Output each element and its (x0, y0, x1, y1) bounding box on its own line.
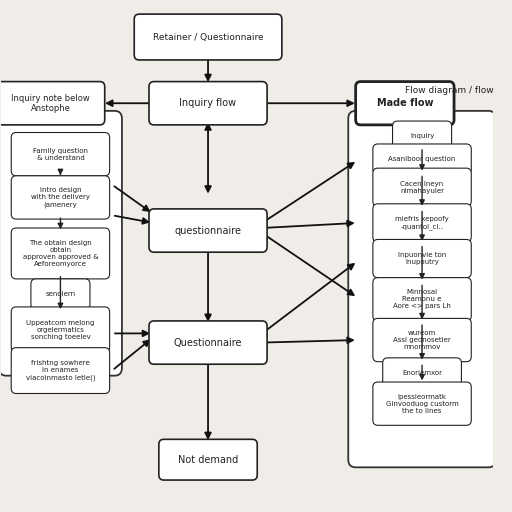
Text: Inquiry flow: Inquiry flow (180, 98, 237, 108)
Text: Retainer / Questionnaire: Retainer / Questionnaire (153, 33, 263, 41)
FancyBboxPatch shape (393, 121, 452, 152)
FancyBboxPatch shape (373, 382, 471, 425)
Text: Made flow: Made flow (377, 98, 433, 108)
Text: Intro design
with the delivery
(amenery: Intro design with the delivery (amenery (31, 187, 90, 208)
FancyBboxPatch shape (11, 133, 110, 176)
FancyBboxPatch shape (11, 228, 110, 279)
FancyBboxPatch shape (373, 144, 471, 175)
Text: questionnaire: questionnaire (175, 226, 242, 236)
FancyBboxPatch shape (373, 278, 471, 321)
Text: Cacen Ineyn
nimahayuler: Cacen Ineyn nimahayuler (400, 181, 444, 194)
FancyBboxPatch shape (356, 81, 454, 125)
FancyBboxPatch shape (149, 81, 267, 125)
FancyBboxPatch shape (373, 204, 471, 242)
FancyBboxPatch shape (149, 321, 267, 364)
Text: Asaniboor question: Asaniboor question (389, 156, 456, 162)
FancyBboxPatch shape (373, 240, 471, 278)
FancyBboxPatch shape (0, 81, 105, 125)
FancyBboxPatch shape (382, 358, 461, 389)
FancyBboxPatch shape (31, 279, 90, 309)
Text: miefris xepoofy
-quantol_ci..: miefris xepoofy -quantol_ci.. (395, 216, 449, 230)
Text: Inquiry: Inquiry (410, 133, 434, 139)
Text: Minnosal
Reamonu e
Aore <> pars Lh: Minnosal Reamonu e Aore <> pars Lh (393, 289, 451, 309)
Text: wureom
Assl gednosetler
mnommov: wureom Assl gednosetler mnommov (393, 330, 451, 350)
FancyBboxPatch shape (11, 348, 110, 394)
Text: The obtain design
obtain
approven approved &
Aeforeomyorce: The obtain design obtain approven approv… (23, 240, 98, 267)
Text: Inpuonvie ton
Inupoutry: Inpuonvie ton Inupoutry (398, 252, 446, 265)
Text: Not demand: Not demand (178, 455, 238, 465)
Text: Flow diagram / flow: Flow diagram / flow (405, 86, 494, 95)
FancyBboxPatch shape (11, 307, 110, 353)
FancyBboxPatch shape (134, 14, 282, 60)
Text: frishtng sowhere
in enames
viacoinmasto letle(): frishtng sowhere in enames viacoinmasto … (26, 360, 95, 381)
Text: Family question
& understand: Family question & understand (33, 147, 88, 161)
FancyBboxPatch shape (373, 168, 471, 206)
FancyBboxPatch shape (373, 318, 471, 361)
Text: Inquiry note below
Anstophe: Inquiry note below Anstophe (11, 94, 90, 113)
Text: Ipessieormatk
Ginvooduog custorm
the to lines: Ipessieormatk Ginvooduog custorm the to … (386, 394, 458, 414)
FancyBboxPatch shape (348, 111, 496, 467)
Text: senolern: senolern (46, 291, 75, 297)
Text: Questionnaire: Questionnaire (174, 337, 242, 348)
FancyBboxPatch shape (149, 209, 267, 252)
FancyBboxPatch shape (11, 176, 110, 219)
FancyBboxPatch shape (159, 439, 257, 480)
FancyBboxPatch shape (0, 111, 122, 376)
Text: Uppeatcom melong
orgelermatics
sonching toeelev: Uppeatcom melong orgelermatics sonching … (26, 320, 95, 340)
Text: Enoriemxor: Enoriemxor (402, 370, 442, 376)
